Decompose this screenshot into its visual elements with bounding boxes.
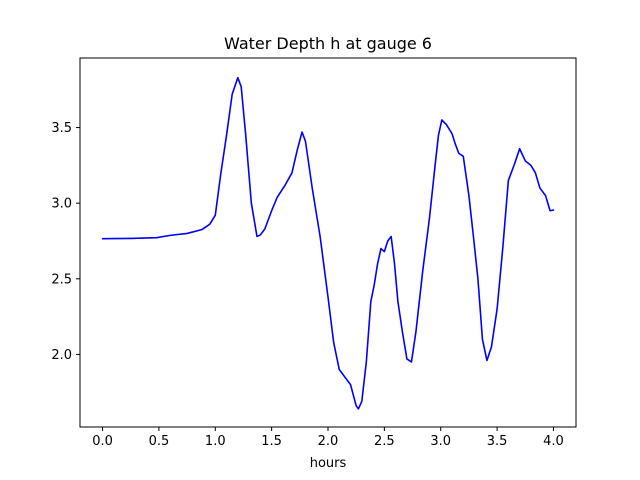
- x-tick-label: 3.0: [430, 434, 451, 449]
- x-tick-label: 2.0: [318, 434, 339, 449]
- series-line-0: [101, 76, 555, 410]
- x-tick-label: 3.5: [487, 434, 508, 449]
- y-tick-label: 3.0: [51, 197, 72, 212]
- x-axis-label: hours: [310, 456, 347, 471]
- x-tick-label: 4.0: [543, 434, 564, 449]
- y-tick-label: 2.0: [51, 348, 72, 363]
- x-tick-label: 1.5: [261, 434, 282, 449]
- x-tick-label: 1.0: [205, 434, 226, 449]
- y-tick-label: 2.5: [51, 272, 72, 287]
- axes: 0.0 0.5 1.0 1.5 2.0 2.5 3.0 3.5 4.0 2.0 2.5 3.0 3.5: [51, 57, 577, 449]
- x-tick-label: 0.0: [92, 434, 113, 449]
- plot-area: [101, 76, 555, 410]
- x-tick-label: 2.5: [374, 434, 395, 449]
- chart-title: Water Depth h at gauge 6: [224, 34, 432, 53]
- y-tick-label: 3.5: [51, 121, 72, 136]
- x-tick-label: 0.5: [149, 434, 170, 449]
